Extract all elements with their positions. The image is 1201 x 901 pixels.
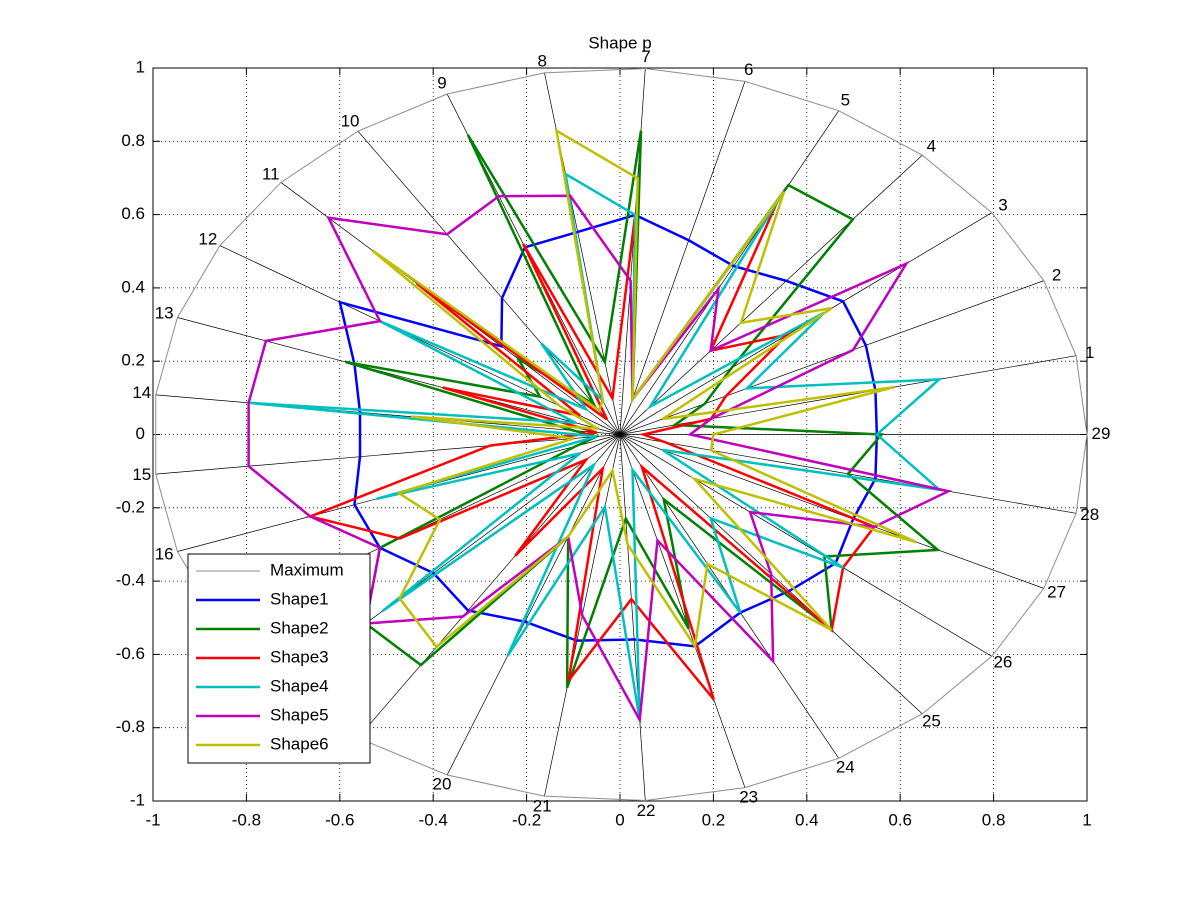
series-line bbox=[371, 128, 918, 650]
spoke-label: 10 bbox=[341, 112, 360, 131]
spoke-label: 24 bbox=[836, 758, 855, 777]
spoke-label: 7 bbox=[641, 47, 650, 66]
y-tick-label: -0.6 bbox=[116, 644, 145, 663]
spoke bbox=[177, 317, 621, 435]
spoke bbox=[619, 434, 1044, 589]
spoke-label: 23 bbox=[739, 788, 758, 807]
spoke-label: 25 bbox=[922, 712, 941, 731]
spoke-label: 20 bbox=[432, 775, 451, 794]
legend-label: Shape2 bbox=[270, 618, 329, 637]
y-tick-label: 0.2 bbox=[121, 351, 145, 370]
spoke-label: 22 bbox=[637, 801, 656, 820]
spoke-label: 4 bbox=[927, 136, 936, 155]
spoke-label: 27 bbox=[1047, 582, 1066, 601]
x-tick-label: 1 bbox=[1082, 810, 1091, 829]
spoke-label: 2 bbox=[1052, 265, 1061, 284]
spoke bbox=[357, 130, 621, 435]
spoke-label: 11 bbox=[262, 164, 280, 183]
spoke-label: 15 bbox=[132, 465, 151, 484]
y-tick-label: 0.4 bbox=[121, 277, 145, 296]
spoke bbox=[619, 280, 1044, 435]
x-tick-label: -1 bbox=[145, 810, 160, 829]
x-tick-label: -0.6 bbox=[325, 810, 354, 829]
x-tick-label: -0.8 bbox=[232, 810, 261, 829]
spoke bbox=[619, 434, 992, 657]
x-tick-label: 0.8 bbox=[982, 810, 1006, 829]
spoke-label: 28 bbox=[1080, 505, 1099, 524]
y-tick-label: 0 bbox=[136, 424, 145, 443]
spoke-label: 12 bbox=[198, 229, 217, 248]
x-tick-label: -0.2 bbox=[512, 810, 541, 829]
y-tick-label: 0.6 bbox=[121, 204, 145, 223]
spoke bbox=[155, 394, 621, 435]
legend-label: Shape6 bbox=[270, 734, 329, 753]
spoke bbox=[619, 110, 840, 435]
legend: Maximum Shape1 Shape2 Shape3 Shape4 Shape5 Sha… bbox=[187, 553, 371, 764]
y-tick-label: -0.2 bbox=[116, 497, 145, 516]
spoke bbox=[619, 434, 646, 801]
spoke-label: 29 bbox=[1092, 424, 1111, 443]
spoke-label: 3 bbox=[998, 196, 1007, 215]
x-tick-label: -0.4 bbox=[419, 810, 448, 829]
x-tick-label: 0.2 bbox=[702, 810, 726, 829]
spoke bbox=[155, 434, 621, 475]
y-tick-label: 0.8 bbox=[121, 131, 145, 150]
spoke bbox=[357, 434, 621, 739]
spoke-label: 16 bbox=[155, 545, 174, 564]
maximum-outline bbox=[155, 68, 1088, 801]
spoke-label: 6 bbox=[744, 60, 753, 79]
legend-label: Shape5 bbox=[270, 705, 329, 724]
spoke-label: 21 bbox=[533, 797, 552, 816]
spoke-label: 26 bbox=[993, 652, 1012, 671]
chart-title: Shape p bbox=[588, 33, 651, 52]
y-tick-label: -0.8 bbox=[116, 717, 145, 736]
x-tick-label: 0.4 bbox=[795, 810, 819, 829]
spoke-label: 13 bbox=[155, 303, 174, 322]
legend-label: Maximum bbox=[270, 560, 344, 579]
y-tick-label: -1 bbox=[130, 790, 145, 809]
spoke bbox=[446, 434, 621, 776]
spoke-label: 14 bbox=[132, 383, 151, 402]
legend-label: Shape4 bbox=[270, 676, 329, 695]
spoke-label: 1 bbox=[1085, 343, 1094, 362]
series-line bbox=[338, 213, 879, 648]
spoke bbox=[619, 434, 746, 788]
spoke bbox=[219, 245, 621, 435]
spoke bbox=[619, 68, 646, 435]
x-tick-label: 0 bbox=[615, 810, 624, 829]
spoke-label: 8 bbox=[537, 51, 546, 70]
x-tick-label: 0.6 bbox=[888, 810, 912, 829]
legend-label: Shape1 bbox=[270, 589, 329, 608]
y-tick-label: -0.4 bbox=[116, 571, 145, 590]
spoke-label: 9 bbox=[437, 73, 446, 92]
spoke bbox=[619, 81, 746, 435]
y-tick-label: 1 bbox=[136, 57, 145, 76]
spoke bbox=[619, 154, 923, 435]
legend-label: Shape3 bbox=[270, 647, 329, 666]
spoke-label: 5 bbox=[841, 90, 850, 109]
